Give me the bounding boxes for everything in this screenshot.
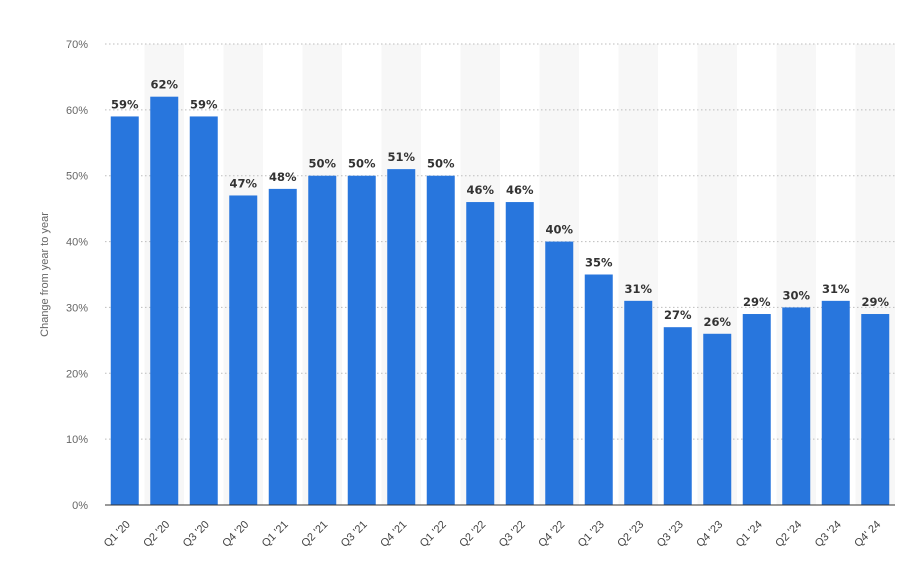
data-label: 59% xyxy=(111,97,139,111)
x-tick-label: Q4 '20 xyxy=(220,519,251,550)
bar[interactable] xyxy=(347,175,376,505)
x-tick-label: Q2 '24 xyxy=(773,519,804,550)
x-tick-label: Q1 '20 xyxy=(102,519,133,550)
y-tick-label: 10% xyxy=(66,434,88,446)
data-label: 50% xyxy=(427,157,455,171)
y-axis-title: Change from year to year xyxy=(39,212,51,337)
y-tick-label: 70% xyxy=(66,39,88,51)
bar[interactable] xyxy=(110,116,139,505)
bar[interactable] xyxy=(703,333,732,505)
x-tick-label: Q2 '21 xyxy=(299,519,330,550)
x-tick-label: Q4 '22 xyxy=(536,519,567,550)
bars xyxy=(110,96,890,506)
x-tick-label: Q1 '21 xyxy=(260,519,291,550)
bar[interactable] xyxy=(663,327,692,505)
x-tick-label: Q1 '22 xyxy=(418,519,449,550)
bar[interactable] xyxy=(505,202,534,506)
bar[interactable] xyxy=(426,175,455,505)
data-labels: 59% 62% 59% 47% 48% 50% 50% 51% 50% 46% 46% 40% 35% 3… xyxy=(111,78,890,329)
data-label: 31% xyxy=(822,282,850,296)
y-tick-label: 0% xyxy=(72,500,88,512)
x-tick-label: Q4 '23 xyxy=(694,519,725,550)
x-tick-label: Q2 '20 xyxy=(141,519,172,550)
bar[interactable] xyxy=(742,314,771,505)
data-label: 26% xyxy=(703,315,731,329)
x-tick-label: Q3 '21 xyxy=(339,519,370,550)
y-tick-label: 20% xyxy=(66,368,88,380)
data-label: 31% xyxy=(624,282,652,296)
bar[interactable] xyxy=(150,96,179,505)
x-tick-label: Q4' 24 xyxy=(852,519,883,550)
data-label: 47% xyxy=(229,176,257,190)
bar[interactable] xyxy=(189,116,218,505)
x-tick-label: Q3 '23 xyxy=(655,519,686,550)
x-tick-label: Q1 '24 xyxy=(734,519,765,550)
data-label: 40% xyxy=(545,223,573,237)
data-label: 50% xyxy=(308,157,336,171)
bar[interactable] xyxy=(308,175,337,505)
bar[interactable] xyxy=(229,195,258,505)
data-label: 59% xyxy=(190,97,218,111)
data-label: 51% xyxy=(387,150,415,164)
y-tick-label: 60% xyxy=(66,105,88,117)
data-label: 35% xyxy=(585,256,613,270)
bar[interactable] xyxy=(782,307,811,505)
data-label: 62% xyxy=(150,78,178,92)
data-label: 48% xyxy=(269,170,297,184)
bar[interactable] xyxy=(387,169,416,505)
x-tick-label: Q2 '22 xyxy=(457,519,488,550)
y-tick-label: 30% xyxy=(66,302,88,314)
bar[interactable] xyxy=(466,202,495,506)
data-label: 29% xyxy=(743,295,771,309)
data-label: 46% xyxy=(466,183,494,197)
bar[interactable] xyxy=(545,241,574,506)
data-label: 30% xyxy=(782,288,810,302)
data-label: 50% xyxy=(348,157,376,171)
x-tick-label: Q3 '20 xyxy=(181,519,212,550)
bar[interactable] xyxy=(268,188,297,505)
bar[interactable] xyxy=(624,300,653,505)
data-label: 29% xyxy=(861,295,889,309)
x-tick-label: Q3 '24 xyxy=(813,519,844,550)
y-tick-label: 50% xyxy=(66,171,88,183)
y-axis-ticks: 0% 10% 20% 30% 40% 50% 60% 70% xyxy=(66,39,88,512)
x-tick-label: Q4 '21 xyxy=(378,519,409,550)
x-tick-label: Q3 '22 xyxy=(497,519,528,550)
data-label: 27% xyxy=(664,308,692,322)
x-tick-label: Q1 '23 xyxy=(576,519,607,550)
bar[interactable] xyxy=(821,300,850,505)
y-tick-label: 40% xyxy=(66,237,88,249)
x-tick-label: Q2 '23 xyxy=(615,519,646,550)
bar[interactable] xyxy=(861,314,890,505)
x-axis-ticks: Q1 '20 Q2 '20 Q3 '20 Q4 '20 Q1 '21 Q2 '21 Q3 '… xyxy=(102,519,884,550)
data-label: 46% xyxy=(506,183,534,197)
bar[interactable] xyxy=(584,274,613,506)
